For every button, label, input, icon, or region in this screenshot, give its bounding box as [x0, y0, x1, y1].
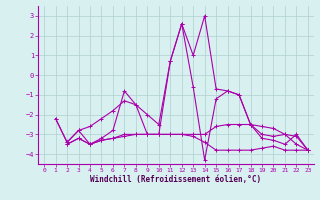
X-axis label: Windchill (Refroidissement éolien,°C): Windchill (Refroidissement éolien,°C)	[91, 175, 261, 184]
